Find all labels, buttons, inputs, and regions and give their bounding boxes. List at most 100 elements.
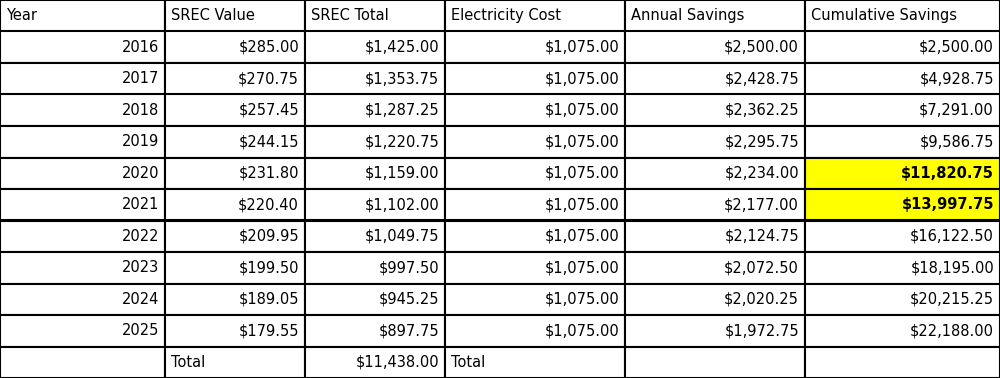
Bar [445, 347, 625, 378]
Bar [305, 189, 445, 220]
Text: $11,438.00: $11,438.00 [355, 355, 439, 370]
Text: $2,177.00: $2,177.00 [724, 197, 799, 212]
Bar [305, 0, 445, 31]
Text: $270.75: $270.75 [238, 71, 299, 86]
Text: SREC Total: SREC Total [311, 8, 389, 23]
Text: $1,287.25: $1,287.25 [364, 103, 439, 118]
Text: $2,500.00: $2,500.00 [919, 40, 994, 55]
Bar [625, 63, 805, 94]
Bar [165, 252, 305, 284]
Bar [0, 0, 165, 31]
Text: $1,075.00: $1,075.00 [544, 323, 619, 338]
Text: Annual Savings: Annual Savings [631, 8, 744, 23]
Text: $18,195.00: $18,195.00 [910, 260, 994, 275]
Text: $2,428.75: $2,428.75 [724, 71, 799, 86]
Text: $997.50: $997.50 [378, 260, 439, 275]
Bar [625, 31, 805, 63]
Bar [625, 284, 805, 315]
Text: $1,972.75: $1,972.75 [724, 323, 799, 338]
Bar [165, 158, 305, 189]
Bar [805, 31, 1000, 63]
Bar [165, 220, 305, 252]
Bar [0, 284, 165, 315]
Bar [445, 315, 625, 347]
Bar [625, 158, 805, 189]
Text: $1,353.75: $1,353.75 [365, 71, 439, 86]
Bar [445, 284, 625, 315]
Text: $2,234.00: $2,234.00 [724, 166, 799, 181]
Bar [445, 31, 625, 63]
Text: $179.55: $179.55 [239, 323, 299, 338]
Bar [0, 126, 165, 158]
Text: $1,075.00: $1,075.00 [544, 260, 619, 275]
Text: 2023: 2023 [122, 260, 159, 275]
Text: SREC Value: SREC Value [171, 8, 255, 23]
Bar [305, 31, 445, 63]
Bar [305, 220, 445, 252]
Bar [445, 252, 625, 284]
Bar [625, 315, 805, 347]
Bar [305, 284, 445, 315]
Text: $220.40: $220.40 [238, 197, 299, 212]
Bar [165, 31, 305, 63]
Text: Cumulative Savings: Cumulative Savings [811, 8, 957, 23]
Text: $1,075.00: $1,075.00 [544, 40, 619, 55]
Bar [305, 347, 445, 378]
Text: $1,425.00: $1,425.00 [364, 40, 439, 55]
Bar [805, 63, 1000, 94]
Bar [0, 252, 165, 284]
Text: $209.95: $209.95 [238, 229, 299, 244]
Bar [805, 0, 1000, 31]
Bar [805, 126, 1000, 158]
Text: $257.45: $257.45 [238, 103, 299, 118]
Bar [165, 94, 305, 126]
Text: $7,291.00: $7,291.00 [919, 103, 994, 118]
Bar [165, 284, 305, 315]
Bar [0, 31, 165, 63]
Bar [165, 126, 305, 158]
Text: $22,188.00: $22,188.00 [910, 323, 994, 338]
Text: 2020: 2020 [122, 166, 159, 181]
Text: $1,075.00: $1,075.00 [544, 166, 619, 181]
Bar [805, 189, 1000, 220]
Bar [0, 63, 165, 94]
Bar [625, 252, 805, 284]
Text: Year: Year [6, 8, 37, 23]
Text: $1,075.00: $1,075.00 [544, 229, 619, 244]
Text: $2,124.75: $2,124.75 [724, 229, 799, 244]
Bar [805, 220, 1000, 252]
Bar [165, 0, 305, 31]
Text: $189.05: $189.05 [239, 292, 299, 307]
Text: $244.15: $244.15 [239, 134, 299, 149]
Bar [305, 94, 445, 126]
Bar [625, 126, 805, 158]
Text: $11,820.75: $11,820.75 [901, 166, 994, 181]
Bar [0, 347, 165, 378]
Bar [805, 252, 1000, 284]
Bar [165, 315, 305, 347]
Bar [165, 347, 305, 378]
Text: $1,159.00: $1,159.00 [365, 166, 439, 181]
Text: 2024: 2024 [122, 292, 159, 307]
Text: Total: Total [171, 355, 205, 370]
Bar [445, 158, 625, 189]
Bar [805, 284, 1000, 315]
Text: $9,586.75: $9,586.75 [920, 134, 994, 149]
Text: $285.00: $285.00 [238, 40, 299, 55]
Bar [445, 63, 625, 94]
Text: 2016: 2016 [122, 40, 159, 55]
Bar [625, 0, 805, 31]
Bar [445, 189, 625, 220]
Bar [445, 0, 625, 31]
Text: Electricity Cost: Electricity Cost [451, 8, 561, 23]
Text: 2021: 2021 [122, 197, 159, 212]
Bar [805, 347, 1000, 378]
Text: $1,075.00: $1,075.00 [544, 103, 619, 118]
Text: $16,122.50: $16,122.50 [910, 229, 994, 244]
Text: 2022: 2022 [122, 229, 159, 244]
Bar [165, 189, 305, 220]
Text: $897.75: $897.75 [378, 323, 439, 338]
Bar [305, 126, 445, 158]
Text: 2017: 2017 [122, 71, 159, 86]
Text: $1,075.00: $1,075.00 [544, 292, 619, 307]
